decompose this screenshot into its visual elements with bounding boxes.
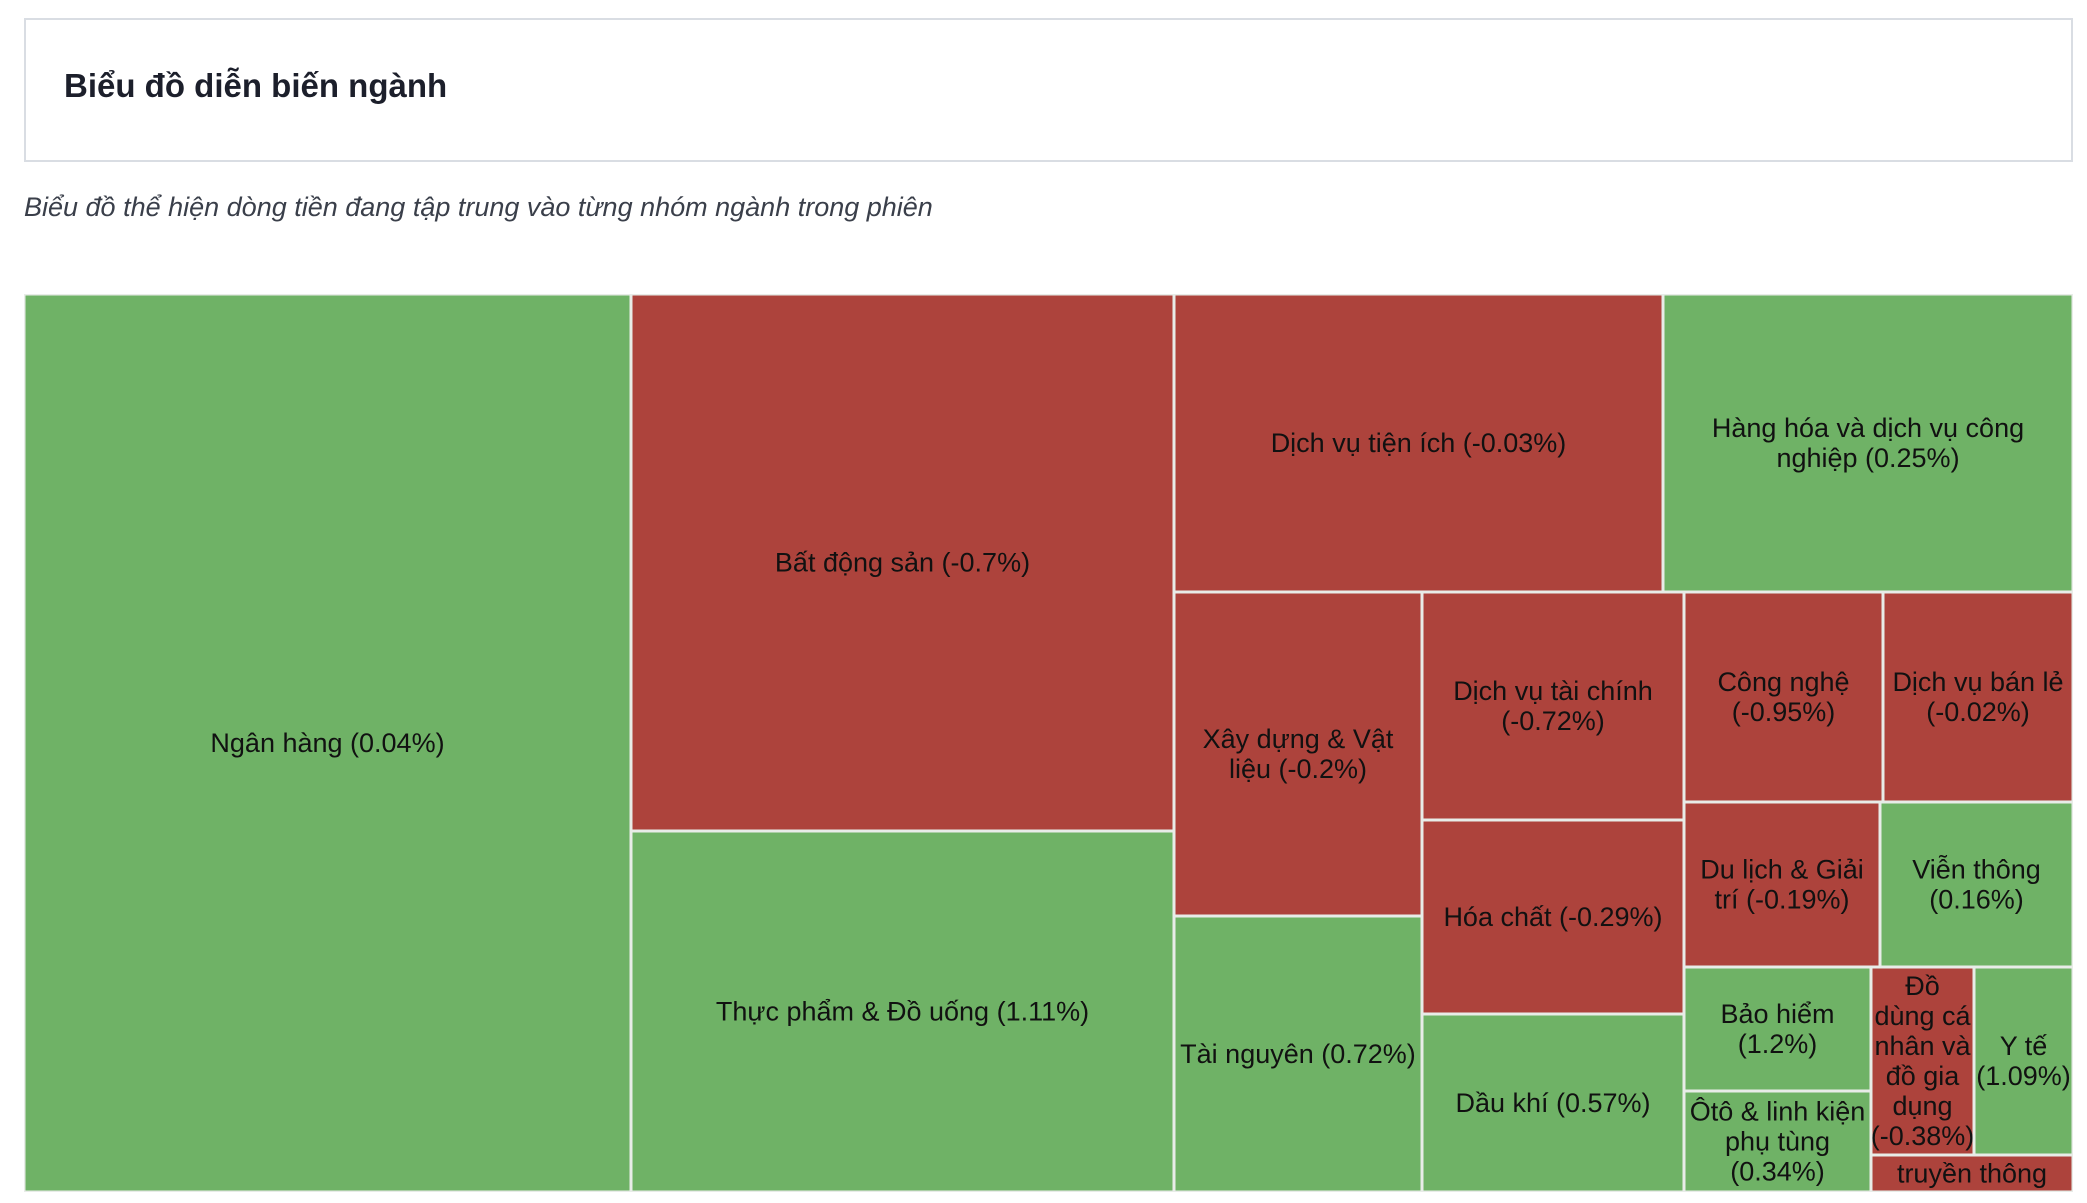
treemap-tile-label: Viễn thông (0.16%) [1912, 854, 2041, 915]
treemap-tile-rect [1420, 818, 1686, 1016]
treemap-tile-label: Bất động sản (-0.7%) [775, 548, 1030, 578]
treemap-tile-label-line: Xây dựng & Vật [1203, 724, 1394, 754]
treemap-tile-rect [1682, 965, 1873, 1093]
treemap-tile-label: truyền thông [1897, 1159, 2047, 1189]
treemap-tile-label: Ngân hàng (0.04%) [210, 728, 444, 758]
treemap-tile-label: Bảo hiểm (1.2%) [1720, 999, 1834, 1059]
treemap-tile-vien-thong[interactable]: Viễn thông (0.16%) [1878, 800, 2073, 969]
treemap-tile-dau-khi[interactable]: Dầu khí (0.57%) [1420, 1012, 1686, 1192]
treemap-tile-hoa-chat[interactable]: Hóa chất (-0.29%) [1420, 818, 1686, 1016]
treemap-tile-rect [629, 294, 1176, 833]
treemap-tile-label-line: Viễn thông [1912, 854, 2041, 885]
treemap-tile-tai-nguyen[interactable]: Tài nguyên (0.72%) [1172, 914, 1424, 1192]
treemap-tile-rect [1172, 590, 1424, 918]
treemap-tile-label-line: Du lịch & Giải [1700, 855, 1864, 885]
treemap-tile-rect [1172, 294, 1665, 594]
treemap-tile-oto-linh-kien-phu-tung[interactable]: Ôtô & linh kiện phụ tùng (0.34%) [1682, 1089, 1873, 1192]
treemap-tile-rect [1682, 1089, 1873, 1192]
treemap-tile-xay-dung-vat-lieu[interactable]: Xây dựng & Vật liệu (-0.2%) [1172, 590, 1424, 918]
treemap-tile-cong-nghe[interactable]: Công nghệ (-0.95%) [1682, 590, 1885, 804]
treemap-tile-label: Hàng hóa và dịch vụ công nghiệp (0.25%) [1712, 413, 2024, 473]
treemap-tile-label: Dịch vụ tiện ích (-0.03%) [1271, 428, 1567, 458]
treemap-tile-label-line: Ôtô & linh kiện [1690, 1096, 1866, 1127]
treemap-tile-dich-vu-tai-chinh[interactable]: Dịch vụ tài chính (-0.72%) [1420, 590, 1686, 822]
treemap-tile-label-line: (-0.72%) [1501, 706, 1605, 736]
treemap-tile-label-line: liệu (-0.2%) [1229, 754, 1367, 784]
treemap-tile-rect [1661, 294, 2073, 594]
treemap-tile-label-line: (-0.38%) [1871, 1121, 1975, 1151]
treemap-tile-label-line: Dịch vụ tiện ích (-0.03%) [1271, 428, 1567, 458]
treemap-tile-bao-hiem[interactable]: Bảo hiểm (1.2%) [1682, 965, 1873, 1093]
treemap-tile-rect [1682, 800, 1882, 969]
treemap-tile-label: Dịch vụ bán lẻ (-0.02%) [1892, 667, 2063, 727]
industry-treemap: Ngân hàng (0.04%) Bất động sản (-0.7%) Thự… [24, 294, 2073, 1192]
treemap-tile-rect [1420, 1012, 1686, 1192]
treemap-tile-label: Dịch vụ tài chính (-0.72%) [1453, 676, 1653, 736]
treemap-tile-label: Đồ dùng cá nhân và đồ gia dụng (-0.38%) [1871, 971, 1975, 1151]
treemap-tile-label-line: (-0.95%) [1732, 697, 1836, 727]
treemap-tile-do-dung-ca-nhan-va-do-gia-dung[interactable]: Đồ dùng cá nhân và đồ gia dụng (-0.38%) [1869, 965, 1976, 1157]
treemap-tile-label-line: Dịch vụ tài chính [1453, 676, 1653, 706]
treemap-tile-label-line: (0.34%) [1730, 1157, 1825, 1187]
treemap-tile-label: Du lịch & Giải trí (-0.19%) [1700, 855, 1864, 915]
treemap-tile-label-line: Ngân hàng (0.04%) [210, 728, 444, 758]
treemap-tile-rect [1420, 590, 1686, 822]
chart-subtitle: Biểu đồ thể hiện dòng tiền đang tập trun… [24, 192, 933, 222]
treemap-tile-label-line: (0.16%) [1929, 885, 2024, 915]
chart-header-panel: Biểu đồ diễn biến ngành [24, 18, 2073, 162]
treemap-tile-rect [24, 294, 633, 1192]
treemap-tile-label: Y tế (1.09%) [1976, 1031, 2071, 1091]
treemap-tile-label-line: Bảo hiểm [1720, 999, 1834, 1029]
treemap-tile-label-line: Y tế [2000, 1031, 2048, 1061]
treemap-tile-label-line: Dịch vụ bán lẻ [1892, 667, 2063, 697]
treemap-tile-label-line: phụ tùng [1725, 1127, 1830, 1157]
treemap-tile-label-line: truyền thông [1897, 1159, 2047, 1189]
treemap-tile-label-line: Thực phẩm & Đồ uống (1.11%) [716, 997, 1089, 1027]
treemap-tile-label: Công nghệ (-0.95%) [1717, 667, 1849, 727]
treemap-tile-label-line: (-0.02%) [1926, 697, 2030, 727]
treemap-tile-label-line: (1.2%) [1738, 1029, 1818, 1059]
treemap-tile-rect [629, 829, 1176, 1192]
treemap-tile-label: Xây dựng & Vật liệu (-0.2%) [1203, 724, 1394, 784]
treemap-tile-label-line: (1.09%) [1976, 1061, 2071, 1091]
treemap-tile-dich-vu-tien-ich[interactable]: Dịch vụ tiện ích (-0.03%) [1172, 294, 1665, 594]
page-title: Biểu đồ diễn biến ngành [64, 67, 448, 104]
treemap-tile-label-line: dụng [1892, 1091, 1952, 1121]
treemap-tile-label: Hóa chất (-0.29%) [1443, 902, 1662, 932]
treemap-tile-hang-hoa-va-dich-vu-cong-nghiep[interactable]: Hàng hóa và dịch vụ công nghiệp (0.25%) [1661, 294, 2073, 594]
treemap-tile-label-line: Hàng hóa và dịch vụ công [1712, 413, 2024, 443]
treemap-tile-label-line: trí (-0.19%) [1714, 885, 1849, 915]
treemap-tile-label-line: Bất động sản (-0.7%) [775, 548, 1030, 578]
treemap-tile-label-line: Công nghệ [1717, 667, 1849, 697]
treemap-tile-y-te[interactable]: Y tế (1.09%) [1972, 965, 2073, 1157]
treemap-tile-label-line: dùng cá [1874, 1001, 1971, 1031]
treemap-tile-rect [1972, 965, 2073, 1157]
treemap-tile-thuc-pham-do-uong[interactable]: Thực phẩm & Đồ uống (1.11%) [629, 829, 1176, 1192]
treemap-tile-label-line: đồ gia [1886, 1061, 1961, 1091]
treemap-tile-label-line: Đồ [1905, 971, 1940, 1001]
treemap-tile-label-line: nhân và [1874, 1031, 1971, 1061]
treemap-tile-label: Dầu khí (0.57%) [1455, 1088, 1650, 1118]
treemap-tile-label-line: nghiệp (0.25%) [1776, 443, 1959, 473]
treemap-tile-label-line: Hóa chất (-0.29%) [1443, 902, 1662, 932]
treemap-tile-truyen-thong[interactable]: truyền thông [1869, 1153, 2073, 1192]
treemap-tile-dich-vu-ban-le[interactable]: Dịch vụ bán lẻ (-0.02%) [1881, 590, 2073, 804]
treemap-tile-ngan-hang[interactable]: Ngân hàng (0.04%) [24, 294, 633, 1192]
treemap-tile-label: Ôtô & linh kiện phụ tùng (0.34%) [1690, 1096, 1866, 1187]
treemap-tile-rect [1869, 1153, 2073, 1192]
treemap-tile-du-lich-giai-tri[interactable]: Du lịch & Giải trí (-0.19%) [1682, 800, 1882, 969]
treemap-tile-label-line: Dầu khí (0.57%) [1455, 1088, 1650, 1118]
treemap-tile-rect [1172, 914, 1424, 1192]
treemap-tile-label: Thực phẩm & Đồ uống (1.11%) [716, 997, 1089, 1027]
treemap-tile-bat-dong-san[interactable]: Bất động sản (-0.7%) [629, 294, 1176, 833]
treemap-tile-label-line: Tài nguyên (0.72%) [1180, 1039, 1416, 1069]
treemap-tile-label: Tài nguyên (0.72%) [1180, 1039, 1416, 1069]
